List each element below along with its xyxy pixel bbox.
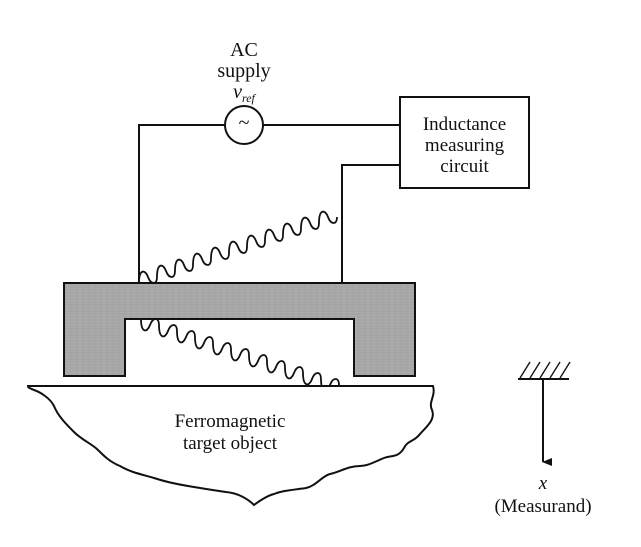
- right-return-wire: [341, 164, 400, 283]
- magnetic-core: [63, 282, 416, 377]
- ac-label-line2: supply: [217, 60, 271, 82]
- ferromagnetic-target-outline: [26, 385, 435, 507]
- left-supply-wire: [138, 124, 225, 283]
- coil-winding-bottom: [140, 318, 340, 392]
- ac-source-circle: [224, 105, 264, 145]
- vref-var: v: [233, 81, 242, 103]
- measurand-symbol: x: [538, 473, 548, 494]
- measuring-circuit-label: Inductance measuring circuit: [400, 114, 529, 177]
- coil-winding-top: [138, 210, 338, 284]
- vref-subscript: ref: [242, 91, 255, 105]
- measuring-line3: circuit: [440, 156, 489, 177]
- ground-hatching: [519, 361, 571, 379]
- ac-tilde-icon: ~: [238, 112, 250, 134]
- target-line2: target object: [182, 433, 278, 454]
- measuring-line1: Inductance: [422, 114, 507, 135]
- ac-supply-label: AC supply vref: [204, 40, 284, 104]
- measurand-label: (Measurand): [494, 496, 592, 517]
- ac-label-line1: AC: [230, 39, 258, 61]
- inductance-measuring-box: [399, 96, 530, 189]
- measuring-line2: measuring: [424, 135, 505, 156]
- vref-symbol: vref: [204, 82, 284, 104]
- target-object-label: Ferromagnetic target object: [150, 411, 310, 455]
- target-line1: Ferromagnetic: [174, 411, 286, 432]
